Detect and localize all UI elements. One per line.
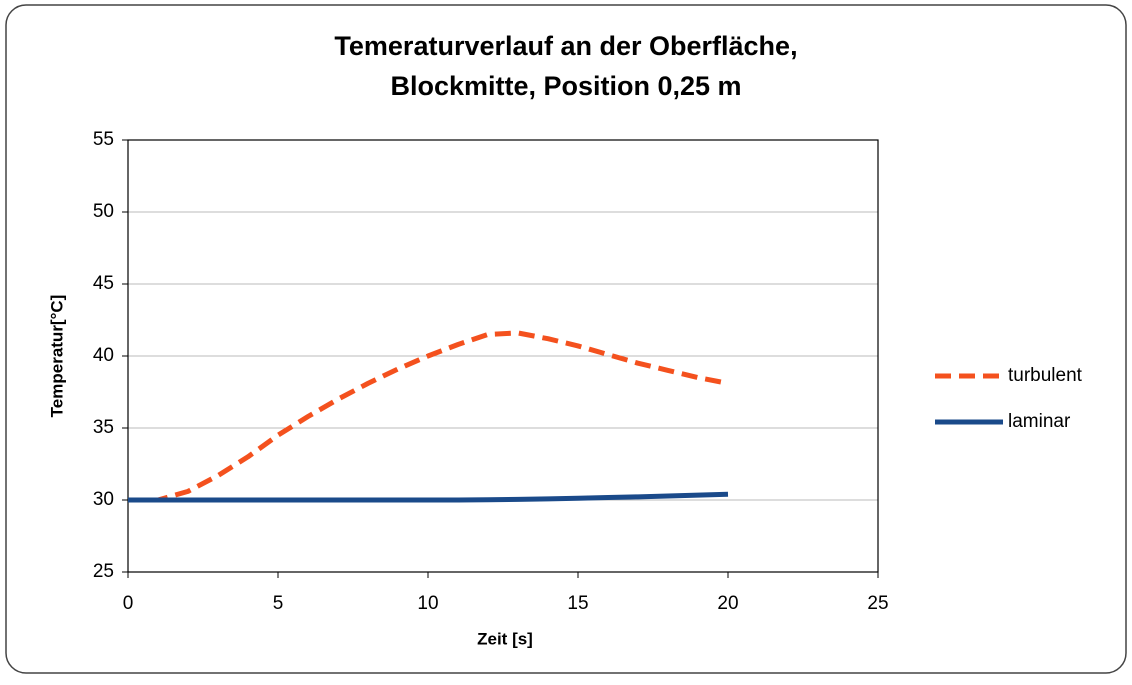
chart-title: Temeraturverlauf an der Oberfläche,: [334, 31, 797, 61]
chart-frame: [5, 4, 1127, 674]
y-tick-label: 25: [93, 561, 114, 582]
y-tick-label: 30: [93, 489, 114, 510]
plot-area: [127, 139, 879, 573]
x-axis-label: Zeit [s]: [477, 629, 533, 648]
x-tick-label: 15: [567, 593, 588, 614]
y-axis-label: Temperatur[°C]: [47, 295, 66, 418]
x-tick-label: 25: [867, 593, 888, 614]
y-tick-label: 35: [93, 417, 114, 438]
line-series: [128, 330, 729, 503]
line-series: [128, 491, 729, 503]
x-tick-label: 10: [417, 593, 438, 614]
y-tick-label: 45: [93, 273, 114, 294]
x-tick-label: 5: [273, 593, 284, 614]
chart-subtitle: Blockmitte, Position 0,25 m: [390, 71, 741, 101]
y-tick-label: 40: [93, 345, 114, 366]
y-tick-label: 50: [93, 201, 114, 222]
legend-label: laminar: [1008, 411, 1071, 432]
legend-label: turbulent: [1008, 365, 1083, 386]
x-tick-label: 0: [123, 593, 134, 614]
y-tick-label: 55: [93, 129, 114, 150]
x-tick-label: 20: [717, 593, 738, 614]
